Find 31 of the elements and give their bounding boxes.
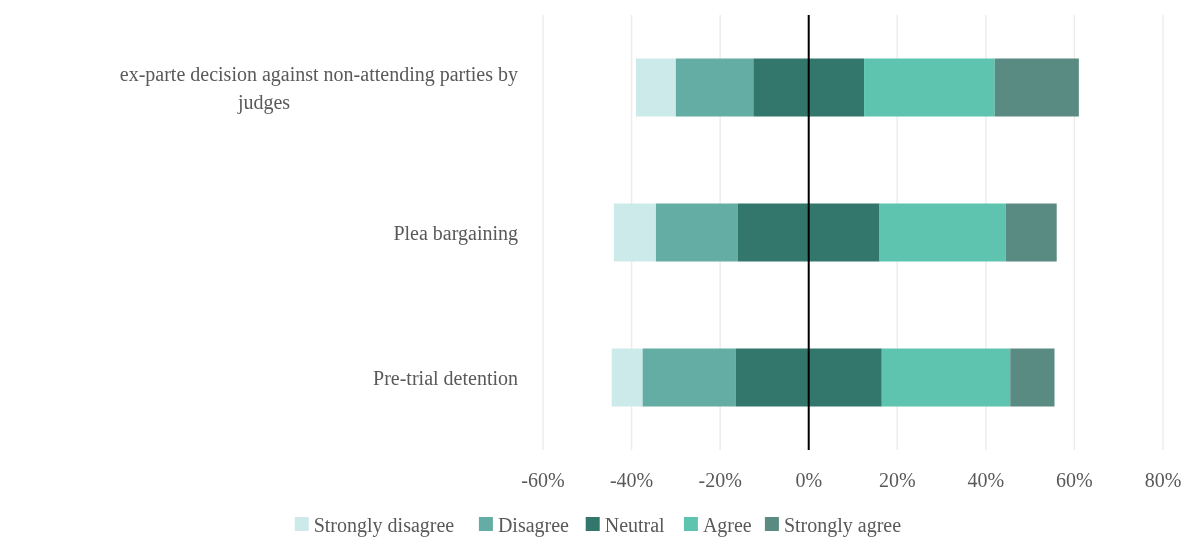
legend-label: Strongly disagree — [313, 514, 455, 537]
x-tick-label: 40% — [967, 469, 1005, 491]
legend-label: Agree — [702, 514, 752, 537]
x-tick-label: 60% — [1056, 469, 1093, 491]
bar — [879, 203, 1006, 262]
bar — [611, 348, 643, 407]
x-tick-label: 0% — [795, 469, 823, 491]
bar — [881, 348, 1011, 407]
legend-label: Disagree — [497, 514, 570, 537]
x-tick-label: -20% — [698, 469, 742, 491]
x-tick-label: -60% — [521, 469, 565, 491]
y-tick-label: Pre-trial detention — [373, 366, 518, 389]
legend-label: Neutral — [604, 514, 666, 536]
x-tick-label: 20% — [878, 469, 916, 491]
bar — [642, 348, 736, 407]
legend-label: Strongly agree — [783, 514, 902, 537]
y-tick-label: Plea bargaining — [393, 221, 518, 245]
bar — [1005, 203, 1057, 262]
bar — [994, 58, 1079, 117]
x-tick-label: 80% — [1144, 469, 1182, 491]
bar — [675, 58, 754, 117]
bar — [613, 203, 656, 262]
bar — [864, 58, 995, 117]
bar — [1010, 348, 1055, 407]
bar — [636, 58, 676, 117]
y-tick-label: ex-parte decision against non-attending parties by judges — [119, 62, 518, 114]
bar — [735, 348, 882, 407]
bar — [737, 203, 880, 262]
bar — [655, 203, 738, 262]
bar — [753, 58, 865, 117]
x-tick-label: -40% — [609, 469, 654, 491]
